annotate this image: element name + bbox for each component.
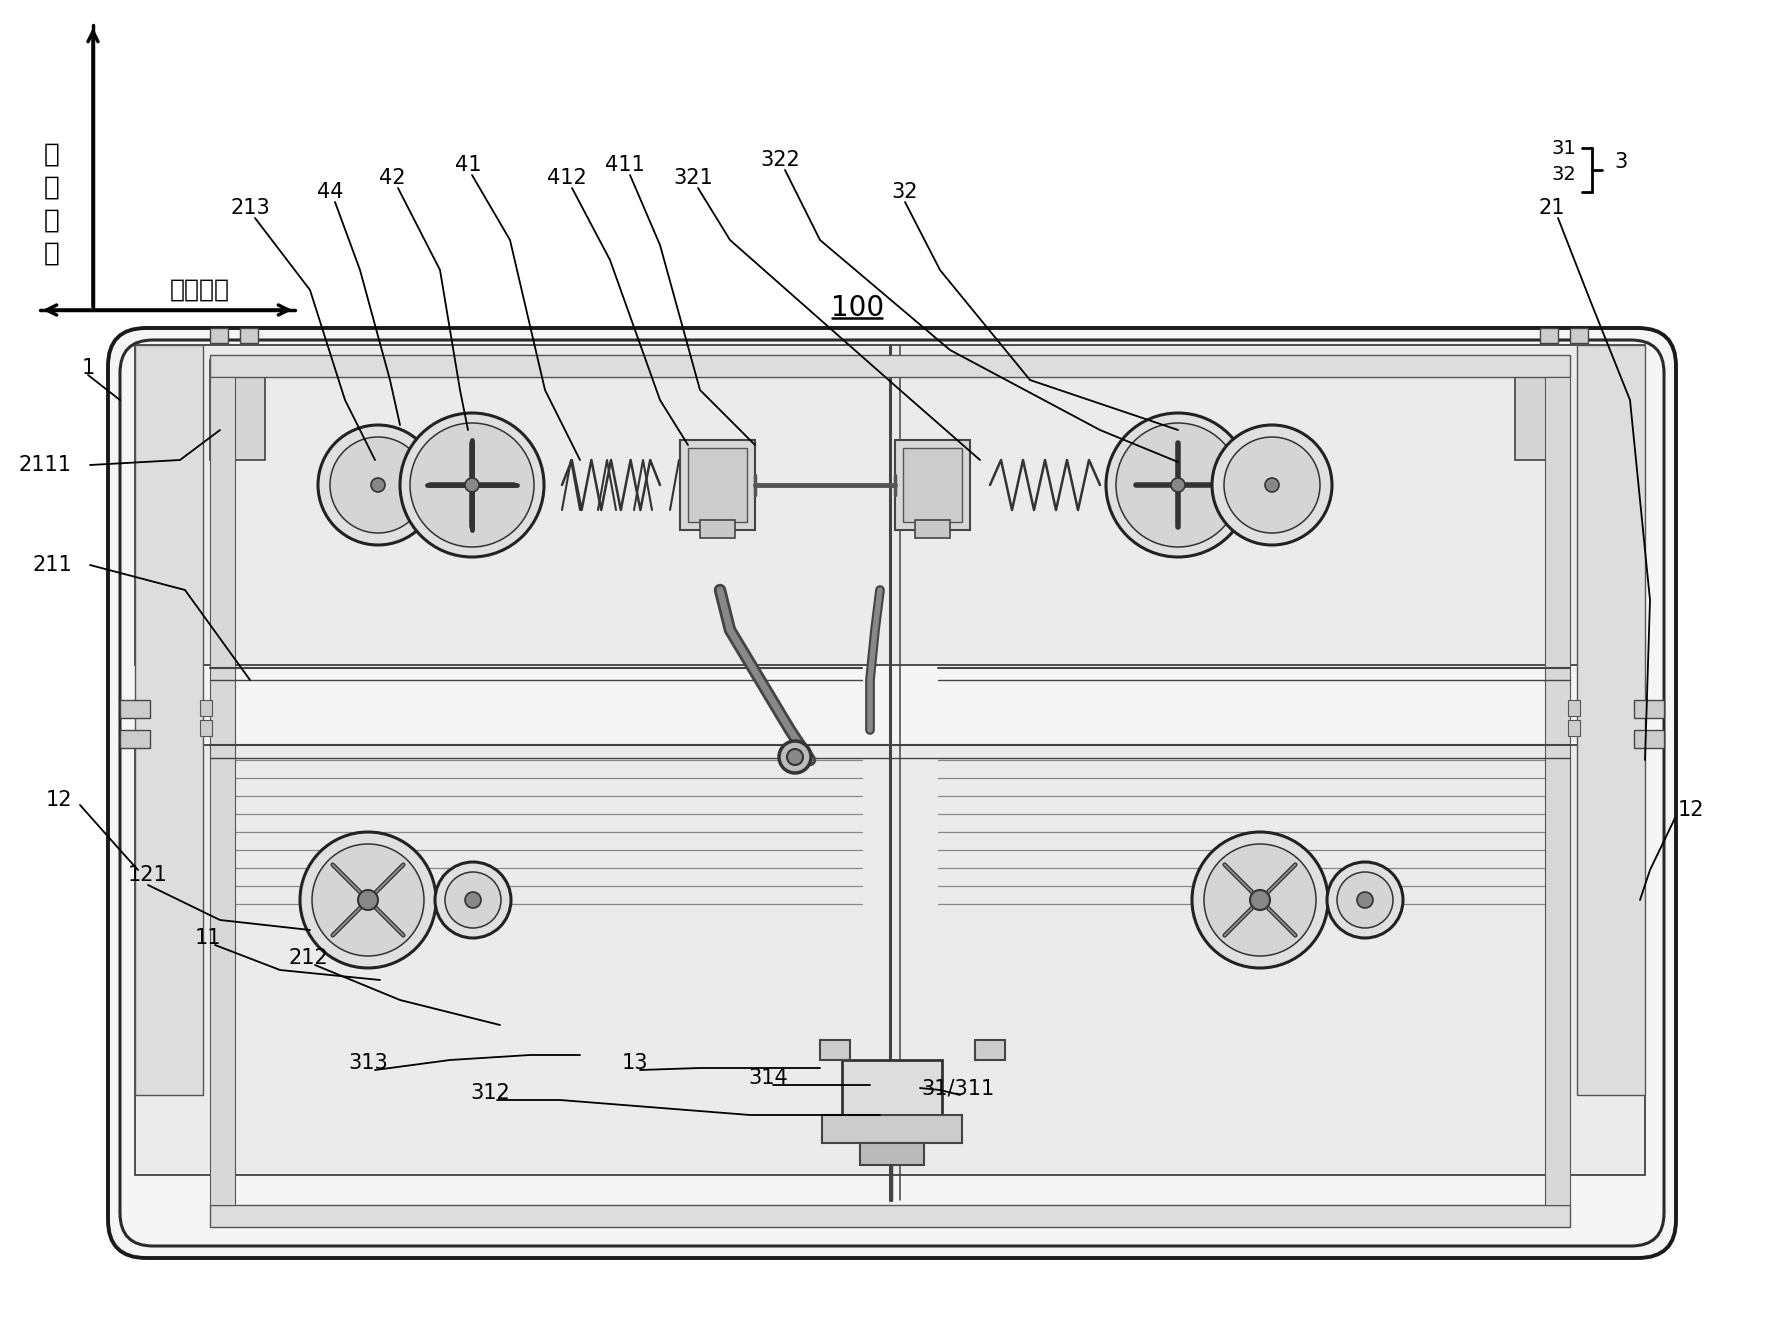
Circle shape	[787, 749, 803, 765]
Circle shape	[435, 862, 510, 938]
Text: 第: 第	[45, 142, 61, 168]
Circle shape	[1211, 425, 1333, 544]
Bar	[821, 1040, 849, 1059]
Circle shape	[330, 437, 426, 532]
Circle shape	[318, 425, 439, 544]
Circle shape	[312, 844, 425, 956]
Circle shape	[1170, 478, 1185, 492]
Text: 2111: 2111	[20, 455, 71, 475]
Text: 314: 314	[747, 1067, 789, 1087]
Bar	[860, 1143, 924, 1165]
Circle shape	[359, 890, 378, 910]
Bar	[136, 345, 203, 1095]
Circle shape	[1265, 478, 1279, 492]
Text: 100: 100	[831, 294, 885, 322]
Text: 211: 211	[32, 555, 71, 575]
Text: 3: 3	[1615, 152, 1627, 172]
Text: 二: 二	[45, 174, 61, 201]
Bar	[896, 441, 970, 530]
Circle shape	[1336, 872, 1393, 928]
Bar	[903, 449, 962, 522]
Bar	[136, 745, 1645, 1175]
Circle shape	[300, 832, 435, 968]
Bar	[915, 520, 951, 538]
Text: 方: 方	[45, 208, 61, 234]
Bar	[1577, 345, 1645, 1095]
Bar	[120, 729, 150, 748]
Bar	[120, 700, 150, 717]
Text: 42: 42	[378, 168, 405, 188]
Bar	[699, 520, 735, 538]
Text: 412: 412	[548, 168, 587, 188]
Circle shape	[466, 892, 482, 908]
FancyBboxPatch shape	[109, 327, 1675, 1258]
Bar	[822, 1115, 962, 1143]
Bar	[200, 700, 212, 716]
Bar	[1570, 327, 1588, 343]
Text: 312: 312	[471, 1083, 510, 1103]
Text: 21: 21	[1540, 198, 1565, 218]
Bar	[211, 359, 266, 461]
Circle shape	[1327, 862, 1402, 938]
Text: 44: 44	[318, 182, 343, 202]
Bar	[1545, 377, 1570, 1205]
Circle shape	[400, 413, 544, 556]
Text: 41: 41	[455, 154, 482, 174]
Circle shape	[780, 741, 812, 773]
Bar	[241, 327, 259, 343]
Bar	[1634, 700, 1664, 717]
Text: 1: 1	[82, 358, 95, 378]
Text: 121: 121	[128, 865, 168, 885]
Bar	[136, 345, 1645, 666]
Circle shape	[1358, 892, 1374, 908]
Bar	[1568, 700, 1581, 716]
Bar	[211, 355, 1570, 377]
Text: 31: 31	[1552, 138, 1575, 157]
Bar	[211, 1205, 1570, 1227]
Bar	[976, 1040, 1004, 1059]
Text: 213: 213	[230, 198, 269, 218]
Bar	[680, 441, 755, 530]
Bar	[1515, 359, 1570, 461]
Bar	[200, 720, 212, 736]
Text: 向: 向	[45, 241, 61, 268]
Circle shape	[371, 478, 385, 492]
Bar	[689, 449, 747, 522]
Circle shape	[1106, 413, 1251, 556]
Text: 322: 322	[760, 150, 799, 170]
Text: 411: 411	[605, 154, 644, 174]
Text: 12: 12	[1679, 800, 1704, 820]
Text: 313: 313	[348, 1053, 387, 1073]
Circle shape	[444, 872, 501, 928]
Text: 第一方向: 第一方向	[169, 278, 230, 302]
Text: 32: 32	[892, 182, 919, 202]
Bar	[1540, 327, 1557, 343]
Bar	[1568, 720, 1581, 736]
Circle shape	[1192, 832, 1327, 968]
Text: 11: 11	[194, 928, 221, 948]
Text: 321: 321	[673, 168, 714, 188]
Bar	[1634, 729, 1664, 748]
Circle shape	[466, 478, 478, 492]
Circle shape	[1224, 437, 1320, 532]
Bar	[211, 377, 235, 1205]
Bar	[842, 1059, 942, 1115]
Circle shape	[1251, 890, 1270, 910]
Text: 32: 32	[1552, 165, 1575, 185]
Text: 31/311: 31/311	[921, 1078, 995, 1098]
Circle shape	[1204, 844, 1317, 956]
Bar	[211, 327, 228, 343]
Text: 12: 12	[46, 791, 71, 811]
Text: 212: 212	[289, 948, 328, 968]
Circle shape	[1117, 423, 1240, 547]
Text: 13: 13	[623, 1053, 648, 1073]
Circle shape	[410, 423, 533, 547]
